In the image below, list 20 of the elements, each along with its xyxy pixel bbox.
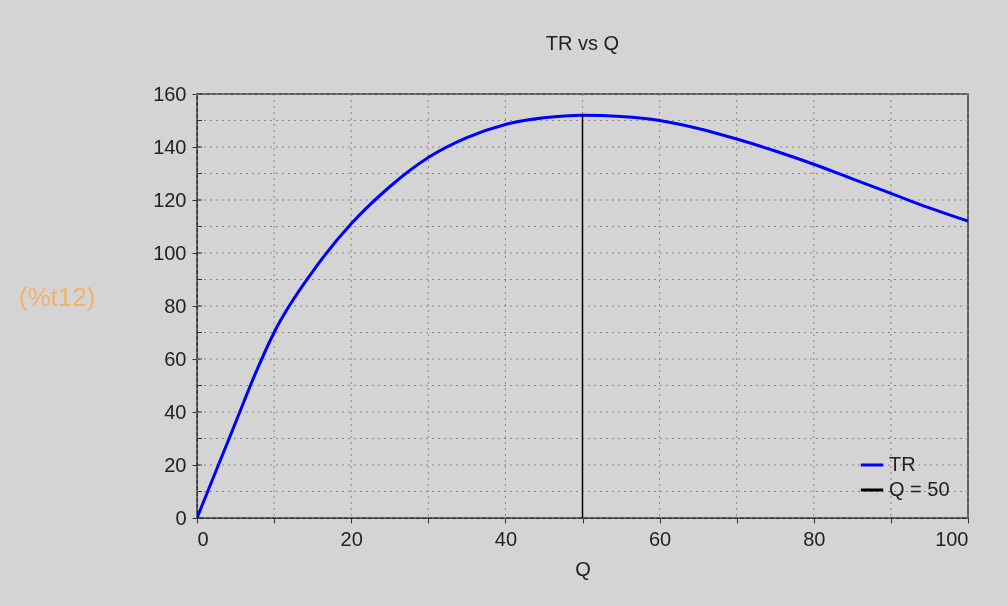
y-tick-label: 60 xyxy=(164,347,187,370)
y-tick-label: 80 xyxy=(164,294,187,317)
y-tick-label: 20 xyxy=(164,453,187,476)
y-tick-label: 160 xyxy=(153,82,187,105)
x-tick-label: 40 xyxy=(494,527,518,550)
y-tick-label: 100 xyxy=(153,241,187,264)
y-tick-label: 140 xyxy=(153,135,187,158)
x-axis-title: Q xyxy=(575,557,591,580)
x-tick-label: 80 xyxy=(803,527,826,550)
x-tick-label: 100 xyxy=(935,527,969,550)
y-tick-label: 120 xyxy=(153,188,187,211)
y-tick-label: 0 xyxy=(175,506,187,529)
chart-title: TR vs Q xyxy=(545,32,620,54)
y-tick-label: 40 xyxy=(164,400,187,423)
legend-label: Q = 50 xyxy=(889,478,950,500)
x-tick-label: 60 xyxy=(648,527,672,550)
legend-label: TR xyxy=(889,453,916,475)
x-tick-label: 20 xyxy=(340,527,363,550)
text: (%t12) xyxy=(18,282,96,312)
x-tick-label: 0 xyxy=(197,527,209,550)
